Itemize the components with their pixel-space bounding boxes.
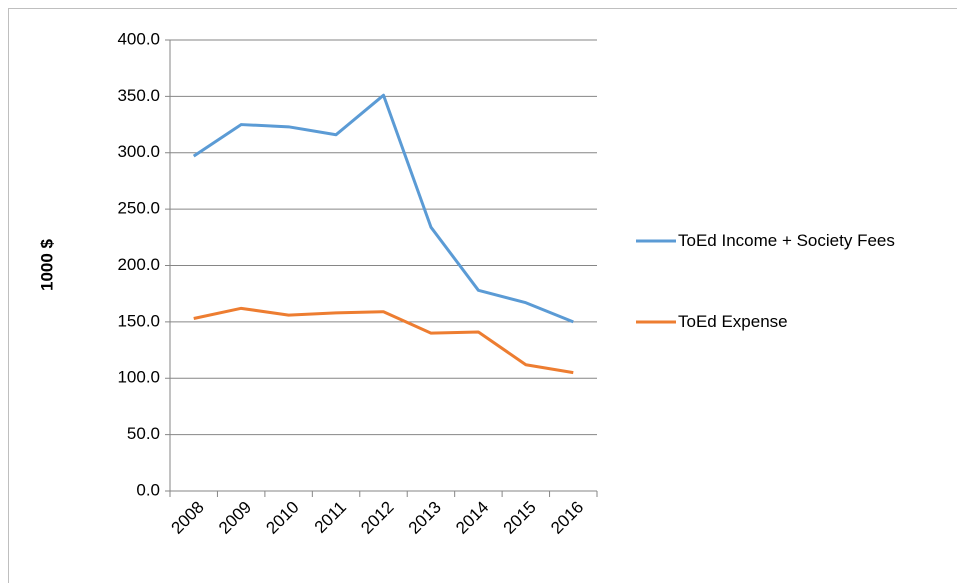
y-tick-label: 100.0 bbox=[117, 368, 160, 387]
y-tick-label: 250.0 bbox=[117, 199, 160, 218]
y-tick-label: 150.0 bbox=[117, 311, 160, 330]
y-tick-label: 50.0 bbox=[127, 424, 160, 443]
y-tick-label: 300.0 bbox=[117, 142, 160, 161]
legend-label: ToEd Income + Society Fees bbox=[678, 231, 895, 250]
y-tick-label: 0.0 bbox=[136, 480, 160, 499]
y-tick-label: 400.0 bbox=[117, 29, 160, 48]
y-tick-label: 200.0 bbox=[117, 255, 160, 274]
series-line bbox=[193, 306, 574, 375]
y-axis-label: 1000 $ bbox=[37, 238, 56, 291]
y-tick-label: 350.0 bbox=[117, 86, 160, 105]
chart-frame bbox=[8, 8, 957, 583]
series-line bbox=[192, 93, 574, 324]
legend-label: ToEd Expense bbox=[678, 312, 788, 331]
